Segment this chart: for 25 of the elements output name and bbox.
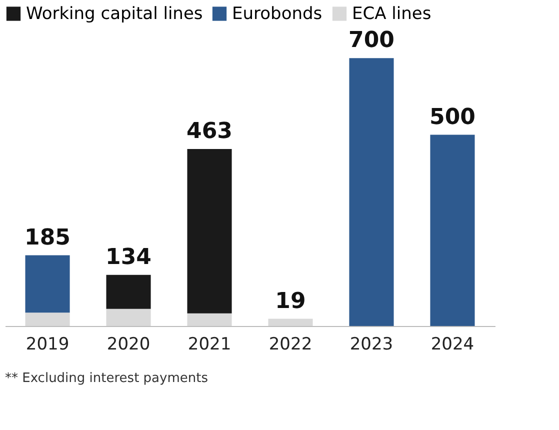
x-tick-label: 2019 [26, 334, 70, 354]
annotation: 19 [275, 288, 306, 314]
annotation: 185 [24, 225, 70, 250]
bar [187, 148, 232, 314]
x-tick-label: 2022 [268, 334, 312, 354]
annotation: 134 [106, 244, 152, 270]
bar [430, 134, 475, 326]
x-tick-label: 2023 [350, 334, 394, 354]
legend-label: ECA lines [352, 4, 432, 24]
legend-label: Eurobonds [232, 4, 322, 24]
annotation: 700 [348, 28, 394, 54]
bar [106, 308, 151, 326]
bar [268, 318, 313, 326]
bar [106, 274, 151, 309]
text: ** Excluding interest payments [5, 371, 208, 386]
bar [187, 313, 232, 326]
bar [25, 255, 70, 313]
x-tick-label: 2020 [106, 334, 150, 354]
annotation: 500 [430, 104, 476, 130]
annotation: 463 [186, 118, 232, 144]
bar [25, 312, 70, 326]
legend-label: Working capital lines [26, 4, 203, 24]
bar [349, 58, 394, 326]
x-tick-label: 2024 [430, 334, 474, 354]
x-tick-label: 2021 [188, 334, 232, 354]
